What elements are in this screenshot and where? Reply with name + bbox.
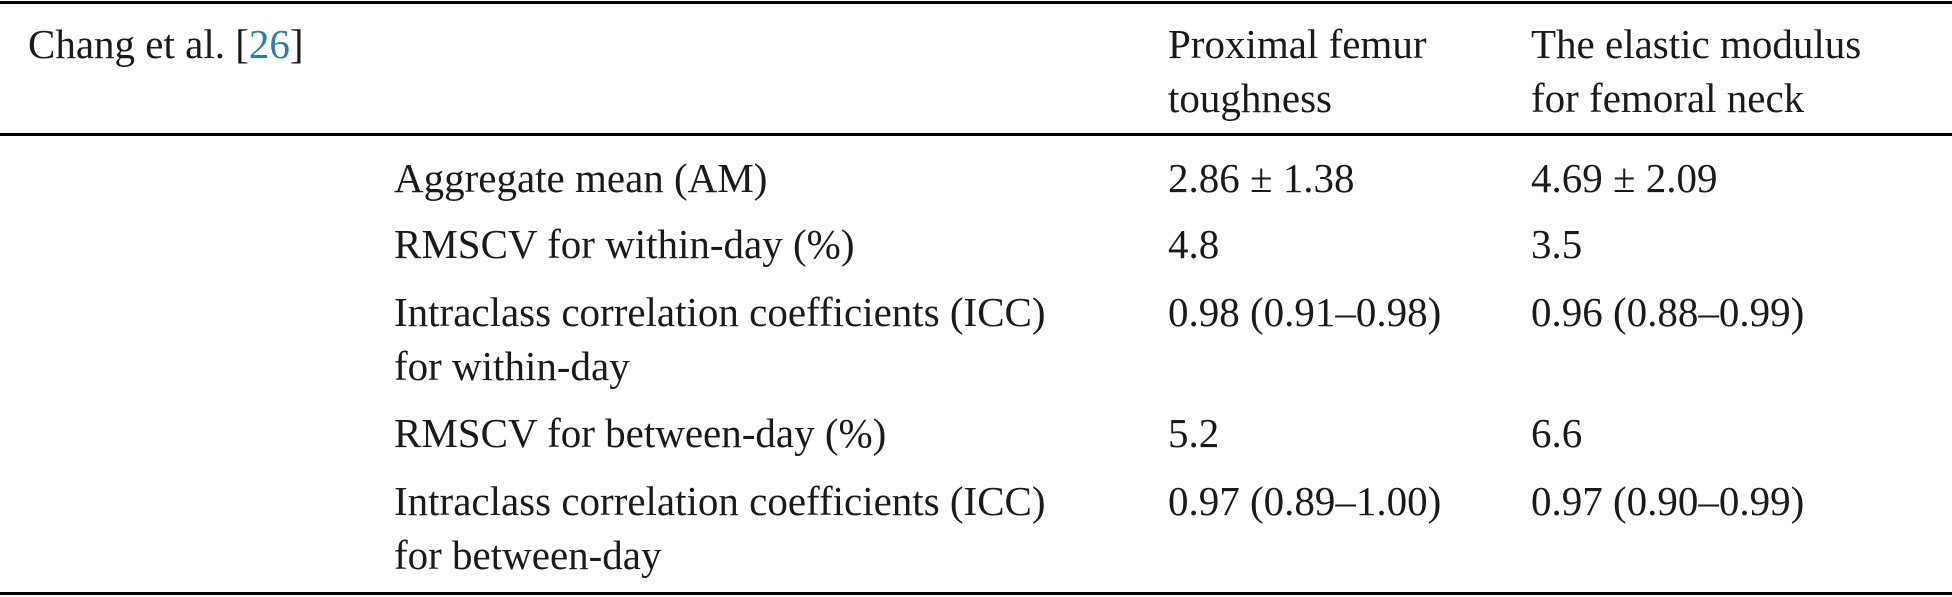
metric-label-line: Intraclass correlation coefficients (ICC… [394, 289, 1046, 335]
column-header-elastic-modulus: The elastic modulus for femoral neck [1531, 17, 1861, 125]
value-proximal-femur: 4.8 [1168, 221, 1220, 267]
value-elastic-modulus: 3.5 [1531, 221, 1583, 267]
metric-label-line: Aggregate mean (AM) [394, 155, 768, 201]
metric-label: RMSCV for between-day (%) [394, 406, 886, 460]
value-elastic-modulus: 0.96 (0.88–0.99) [1531, 289, 1805, 335]
study-author: Chang et al. [ [28, 21, 249, 67]
metric-label-line: Intraclass correlation coefficients (ICC… [394, 478, 1046, 524]
study-citation: Chang et al. [26] [28, 17, 304, 71]
metric-label-line: for within-day [394, 343, 630, 389]
value-elastic-modulus: 6.6 [1531, 410, 1583, 456]
value-elastic-modulus: 0.97 (0.90–0.99) [1531, 478, 1805, 524]
metric-label-line: RMSCV for between-day (%) [394, 410, 887, 456]
value-proximal-femur: 5.2 [1168, 410, 1220, 456]
metric-label: Intraclass correlation coefficients (ICC… [394, 474, 1046, 582]
column-header-line: The elastic modulus [1531, 21, 1862, 67]
value-proximal-femur: 0.98 (0.91–0.98) [1168, 289, 1442, 335]
column-header-proximal-femur: Proximal femur toughness [1168, 17, 1426, 125]
column-header-line: toughness [1168, 75, 1332, 121]
value-proximal-femur: 0.97 (0.89–1.00) [1168, 478, 1442, 524]
metric-label-line: RMSCV for within-day (%) [394, 221, 855, 267]
header-rule [0, 133, 1952, 136]
value-proximal-femur: 2.86 ± 1.38 [1168, 155, 1355, 201]
top-rule [0, 1, 1952, 4]
column-header-line: for femoral neck [1531, 75, 1805, 121]
metric-label: Aggregate mean (AM) [394, 151, 767, 205]
column-header-line: Proximal femur [1168, 21, 1427, 67]
metric-label: RMSCV for within-day (%) [394, 217, 854, 271]
citation-link[interactable]: 26 [248, 21, 290, 67]
metric-label: Intraclass correlation coefficients (ICC… [394, 285, 1046, 393]
bottom-rule [0, 592, 1952, 595]
metric-label-line: for between-day [394, 532, 662, 578]
value-elastic-modulus: 4.69 ± 2.09 [1531, 155, 1718, 201]
citation-close: ] [289, 21, 304, 67]
